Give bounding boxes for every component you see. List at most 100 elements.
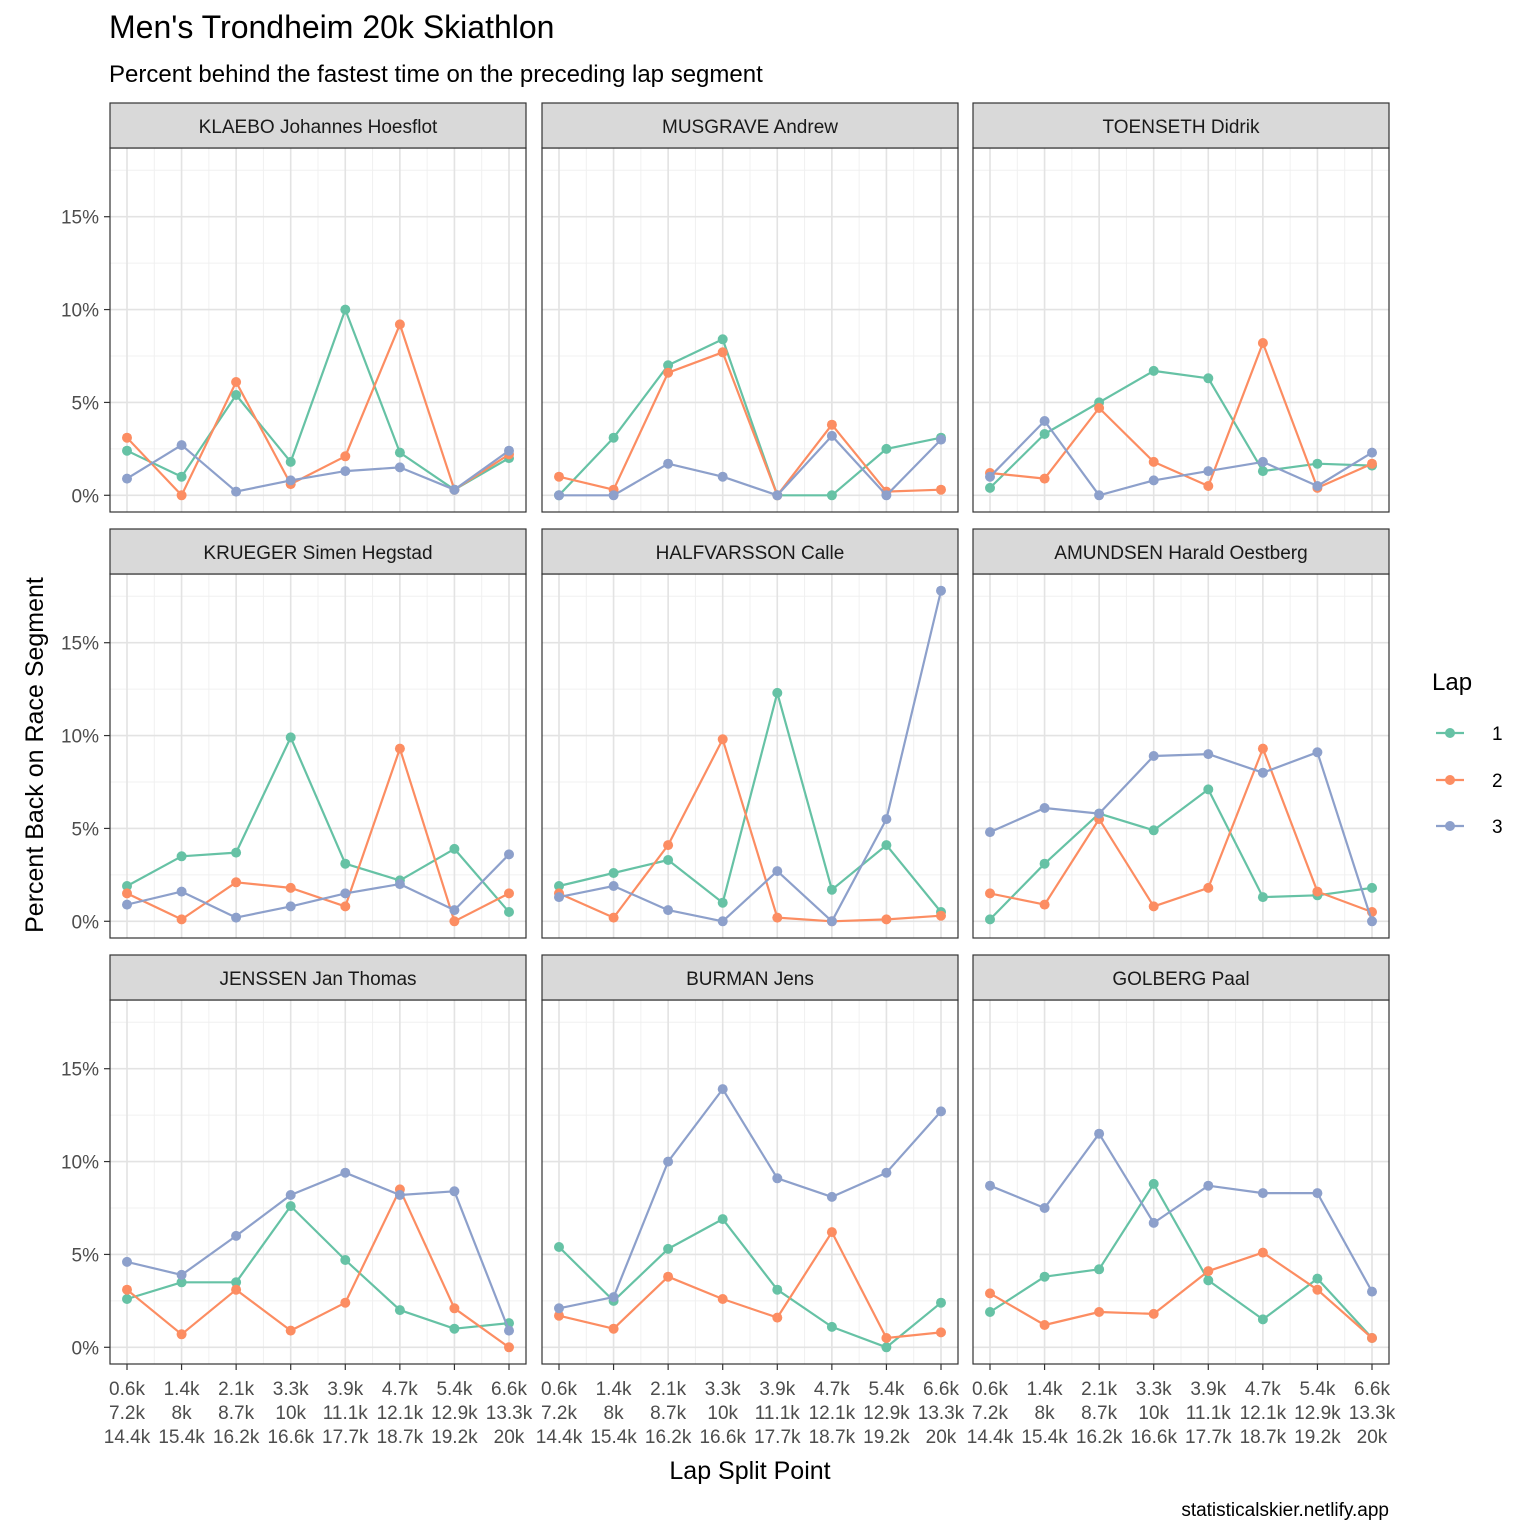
strip-background	[972, 528, 1390, 575]
series-line-lap-1	[126, 308, 510, 491]
y-tick-label: 15%	[61, 1060, 99, 1081]
data-point	[717, 897, 728, 908]
data-point	[881, 490, 892, 501]
y-tick-label: 5%	[72, 393, 100, 414]
data-point	[663, 458, 674, 469]
data-point	[176, 851, 187, 862]
data-point	[1312, 886, 1323, 897]
data-point	[176, 1277, 187, 1288]
data-point	[663, 1243, 674, 1254]
data-point	[176, 886, 187, 897]
facet-panel: HALFVARSSON Calle	[541, 528, 959, 939]
data-point	[285, 475, 296, 486]
x-tick-label: 3.9k 11.1k 17.7k	[322, 1379, 369, 1448]
data-point	[340, 451, 351, 462]
data-point	[826, 1321, 837, 1332]
data-point	[663, 1156, 674, 1167]
data-point	[936, 1106, 946, 1117]
strip-label: HALFVARSSON Calle	[656, 543, 845, 564]
data-point	[663, 367, 674, 378]
series-line-lap-1	[989, 1182, 1373, 1339]
data-point	[394, 462, 405, 473]
strip-background	[109, 954, 527, 1001]
strip-label: BURMAN Jens	[686, 969, 814, 990]
data-point	[1148, 475, 1159, 486]
y-tick-label: 5%	[72, 1245, 100, 1266]
data-point	[1039, 473, 1050, 484]
strip-label: JENSSEN Jan Thomas	[219, 969, 416, 990]
data-point	[826, 916, 837, 927]
data-point	[826, 1191, 837, 1202]
data-point	[1367, 447, 1377, 458]
data-point	[394, 1190, 405, 1200]
data-point	[1039, 803, 1050, 813]
facet-panel: TOENSETH Didrik	[972, 102, 1390, 513]
data-point	[1094, 403, 1105, 413]
legend-title: Lap	[1432, 669, 1472, 696]
data-point	[122, 1256, 132, 1267]
data-point	[176, 471, 187, 482]
strip-background	[541, 954, 959, 1001]
data-point	[985, 1307, 995, 1317]
legend: Lap 1 2 3	[1432, 669, 1503, 838]
data-point	[826, 490, 837, 501]
data-point	[881, 1342, 892, 1353]
data-point	[554, 1303, 564, 1314]
data-point	[394, 1305, 405, 1316]
legend-item-lap-3: 3	[1436, 817, 1503, 838]
data-point	[663, 905, 674, 916]
x-axis-title: Lap Split Point	[669, 1457, 830, 1485]
data-point	[1367, 1286, 1377, 1297]
data-point	[449, 1303, 460, 1314]
data-point	[554, 1242, 564, 1252]
strip-label: KRUEGER Simen Hegstad	[203, 543, 432, 564]
x-tick-label: 1.4k 8k 15.4k	[1021, 1379, 1068, 1448]
data-point	[340, 1167, 351, 1178]
series-line-lap-3	[126, 853, 510, 919]
data-point	[122, 1294, 132, 1304]
data-point	[340, 466, 351, 477]
data-point	[1257, 892, 1268, 903]
data-point	[394, 319, 405, 330]
y-tick-label: 10%	[61, 1153, 99, 1174]
x-tick-label: 3.3k 10k 16.6k	[267, 1379, 314, 1448]
y-tick-label: 0%	[72, 1338, 100, 1359]
x-tick-label: 3.9k 11.1k 17.7k	[754, 1379, 801, 1448]
series-line-lap-2	[558, 1230, 942, 1340]
series-line-lap-3	[989, 419, 1373, 497]
data-point	[1039, 1320, 1050, 1330]
data-point	[449, 1186, 460, 1197]
facet-panel: KRUEGER Simen Hegstad 0% 5% 10% 15%	[61, 528, 527, 939]
x-tick-label: 0.6k 7.2k 14.4k	[536, 1379, 583, 1448]
data-point	[772, 687, 783, 698]
data-point	[1312, 747, 1323, 758]
data-point	[717, 1214, 728, 1225]
data-point	[1203, 466, 1214, 477]
data-point	[285, 456, 296, 467]
series-line-lap-2	[126, 323, 510, 497]
data-point	[717, 1294, 728, 1304]
data-point	[1257, 338, 1268, 348]
data-point	[1039, 1203, 1050, 1213]
data-point	[608, 868, 619, 878]
y-tick-label: 10%	[61, 727, 99, 748]
data-point	[1148, 751, 1159, 761]
data-point	[176, 1269, 187, 1280]
data-point	[1039, 416, 1050, 426]
data-point	[772, 1173, 783, 1184]
data-point	[231, 847, 242, 858]
data-point	[1094, 808, 1105, 819]
strip-label: MUSGRAVE Andrew	[662, 117, 838, 138]
data-point	[1203, 373, 1214, 384]
data-point	[285, 1190, 296, 1200]
data-point	[608, 1292, 619, 1303]
chart-title: Men's Trondheim 20k Skiathlon	[109, 9, 554, 45]
data-point	[1148, 456, 1159, 467]
data-point	[608, 1323, 619, 1334]
data-point	[231, 377, 242, 387]
data-point	[1039, 858, 1050, 869]
data-point	[826, 884, 837, 895]
data-point	[1094, 1128, 1105, 1139]
data-point	[394, 743, 405, 754]
series-line-lap-2	[558, 351, 942, 497]
